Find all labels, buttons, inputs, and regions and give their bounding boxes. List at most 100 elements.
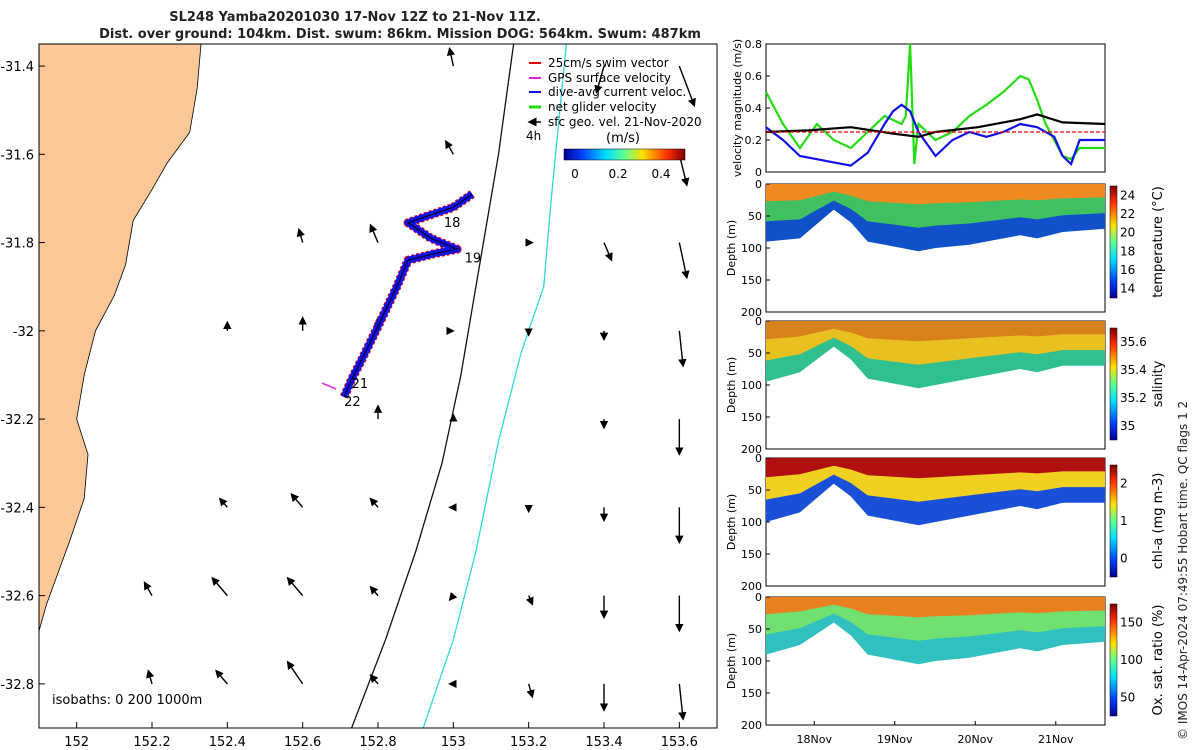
legend-sfc-label: sfc geo. vel. 21-Nov-2020 — [548, 115, 702, 129]
section-panel-3: 0 50 100 150 200 Depth (m) 50 100 150 Ox. sat. ra… — [725, 591, 1166, 732]
section-1-ylabel: Depth (m) — [725, 357, 738, 413]
current-arrow-2 — [678, 65, 696, 108]
section-0-cbtick-2: 18 — [1120, 244, 1135, 258]
colorbar-tick-1: 0.2 — [608, 167, 627, 181]
section-2-cbtick-1: 1 — [1120, 514, 1128, 528]
colorbar-unit-label: (m/s) — [606, 131, 640, 146]
velocity-series-1 — [765, 103, 1105, 167]
section-0-ylabel-tick-3: 150 — [741, 274, 762, 287]
map-colorbar — [563, 148, 686, 161]
current-arrow-29 — [211, 576, 228, 597]
legend-scale-label: 4h — [526, 129, 541, 143]
map-ytick-label-6: -32.6 — [0, 590, 34, 605]
figure-title-line1: SL248 Yamba20201030 17-Nov 12Z to 21-Nov… — [169, 10, 541, 25]
land-area — [39, 44, 202, 728]
map-xtick-label-3: 152.6 — [284, 735, 321, 750]
time-xtick-label-3: 21Nov — [1038, 733, 1074, 746]
current-arrow-8 — [603, 242, 613, 262]
section-1-ylabel-tick-3: 150 — [741, 411, 762, 424]
velocity-series — [765, 43, 1106, 167]
section-2-ylabel-tick-1: 50 — [748, 484, 762, 497]
isobath-note: isobaths: 0 200 1000m — [52, 693, 202, 708]
section-0-cbtick-3: 20 — [1120, 226, 1135, 240]
map-ytick-label-1: -31.6 — [0, 148, 34, 163]
current-arrow-6 — [369, 223, 379, 243]
current-arrow-0 — [446, 47, 456, 67]
velocity-frame — [765, 43, 1106, 173]
section-1-cbtick-3: 35.6 — [1120, 335, 1147, 349]
section-0-ylabel: Depth (m) — [725, 220, 738, 276]
current-arrow-1 — [594, 65, 605, 94]
section-0-colorbar — [1109, 185, 1118, 299]
figure-title-line2: Dist. over ground: 104km. Dist. swum: 86… — [99, 27, 701, 42]
section-2-ylabel-tick-3: 150 — [741, 548, 762, 561]
section-3-ylabel-tick-2: 100 — [741, 655, 762, 668]
map-xtick-label-8: 153.6 — [661, 735, 698, 750]
track-label-21: 21 — [352, 377, 369, 392]
section-3-cbtick-2: 150 — [1120, 616, 1143, 630]
map-ytick-label-3: -32 — [13, 325, 34, 340]
map-ytick-label-0: -31.4 — [0, 60, 34, 75]
section-3-ylabel-tick-0: 0 — [755, 591, 762, 604]
track-day-labels: 18 19 21 22 — [321, 216, 481, 410]
section-3-ylabel: Depth (m) — [725, 633, 738, 689]
section-0-cbtick-1: 16 — [1120, 263, 1135, 277]
vel-ytick-label-3: 0.6 — [745, 70, 763, 83]
legend-current-label: dive-avg current veloc. — [548, 85, 686, 99]
velocity-y-ticks: 0 0.2 0.4 0.6 0.8 — [745, 38, 770, 179]
colorbar-tick-2: 0.4 — [651, 167, 670, 181]
section-2-ylabel: Depth (m) — [725, 494, 738, 550]
section-2-ylabel-tick-4: 200 — [741, 580, 762, 593]
time-xtick-label-0: 18Nov — [797, 733, 833, 746]
current-arrow-43 — [678, 683, 687, 721]
time-xtick-label-1: 19Nov — [877, 733, 913, 746]
surface-current-arrows — [143, 47, 696, 721]
section-3-ylabel-tick-3: 150 — [741, 687, 762, 700]
map-xtick-label-1: 152.2 — [133, 735, 170, 750]
current-arrow-33 — [525, 595, 534, 606]
current-arrow-28 — [143, 581, 153, 596]
section-0-ylabel-tick-4: 200 — [741, 306, 762, 319]
current-arrow-9 — [678, 242, 690, 280]
map-xtick-label-2: 152.4 — [209, 735, 246, 750]
map-xtick-label-7: 153.4 — [585, 735, 622, 750]
section-panel-0: 0 50 100 150 200 Depth (m) 14 16 18 20 22 24 tempera… — [725, 178, 1166, 319]
current-arrow-32 — [448, 591, 458, 602]
section-1-cbtick-0: 35 — [1120, 419, 1135, 433]
isobath-1000m-line — [422, 44, 567, 728]
time-x-ticks: 18Nov 19Nov 20Nov 21Nov — [797, 721, 1074, 746]
current-arrow-21 — [218, 497, 228, 508]
section-1-ylabel-tick-1: 50 — [748, 347, 762, 360]
vel-ytick-label-1: 0.2 — [745, 134, 763, 147]
map-y-ticks: -31.4 -31.6 -31.8 -32 -32.2 -32.4 -32.6 -32.8 — [0, 60, 45, 693]
current-arrow-37 — [215, 669, 228, 685]
section-3-colorbar — [1109, 603, 1118, 717]
legend-gps-label: GPS surface velocity — [548, 71, 671, 85]
velocity-panel: 0 0.2 0.4 0.6 0.8 velocity magnitude (m/s) — [731, 38, 1106, 179]
current-arrow-41 — [526, 683, 535, 699]
current-arrow-31 — [369, 585, 379, 597]
section-0-ylabel-tick-2: 100 — [741, 242, 762, 255]
current-arrow-36 — [146, 669, 155, 685]
section-1-ylabel-tick-2: 100 — [741, 379, 762, 392]
section-top-2 — [766, 458, 1105, 479]
map-ytick-label-2: -31.8 — [0, 237, 34, 252]
section-2-cblabel: chl-a (mg m-3) — [1151, 473, 1166, 570]
glider-track-line — [343, 193, 473, 398]
map-x-ticks: 152 152.2 152.4 152.6 152.8 153 153.2 153.4 153.… — [64, 722, 698, 750]
section-3-cbtick-1: 100 — [1120, 653, 1143, 667]
current-arrow-5 — [296, 227, 305, 243]
map-xtick-label-5: 153 — [441, 735, 466, 750]
section-0-ylabel-tick-0: 0 — [755, 178, 762, 191]
section-2-cbtick-2: 2 — [1120, 477, 1128, 491]
current-arrow-3 — [445, 139, 454, 155]
vel-ytick-label-2: 0.4 — [745, 102, 763, 115]
map-xtick-label-4: 152.8 — [359, 735, 396, 750]
time-xtick-label-2: 20Nov — [958, 733, 994, 746]
section-3-ylabel-tick-4: 200 — [741, 719, 762, 732]
section-panel-1: 0 50 100 150 200 Depth (m) 35 35.2 35.4 35.6 salin… — [725, 315, 1166, 456]
section-2-ylabel-tick-2: 100 — [741, 516, 762, 529]
section-3-ylabel-tick-1: 50 — [748, 623, 762, 636]
current-arrow-39 — [369, 673, 379, 685]
